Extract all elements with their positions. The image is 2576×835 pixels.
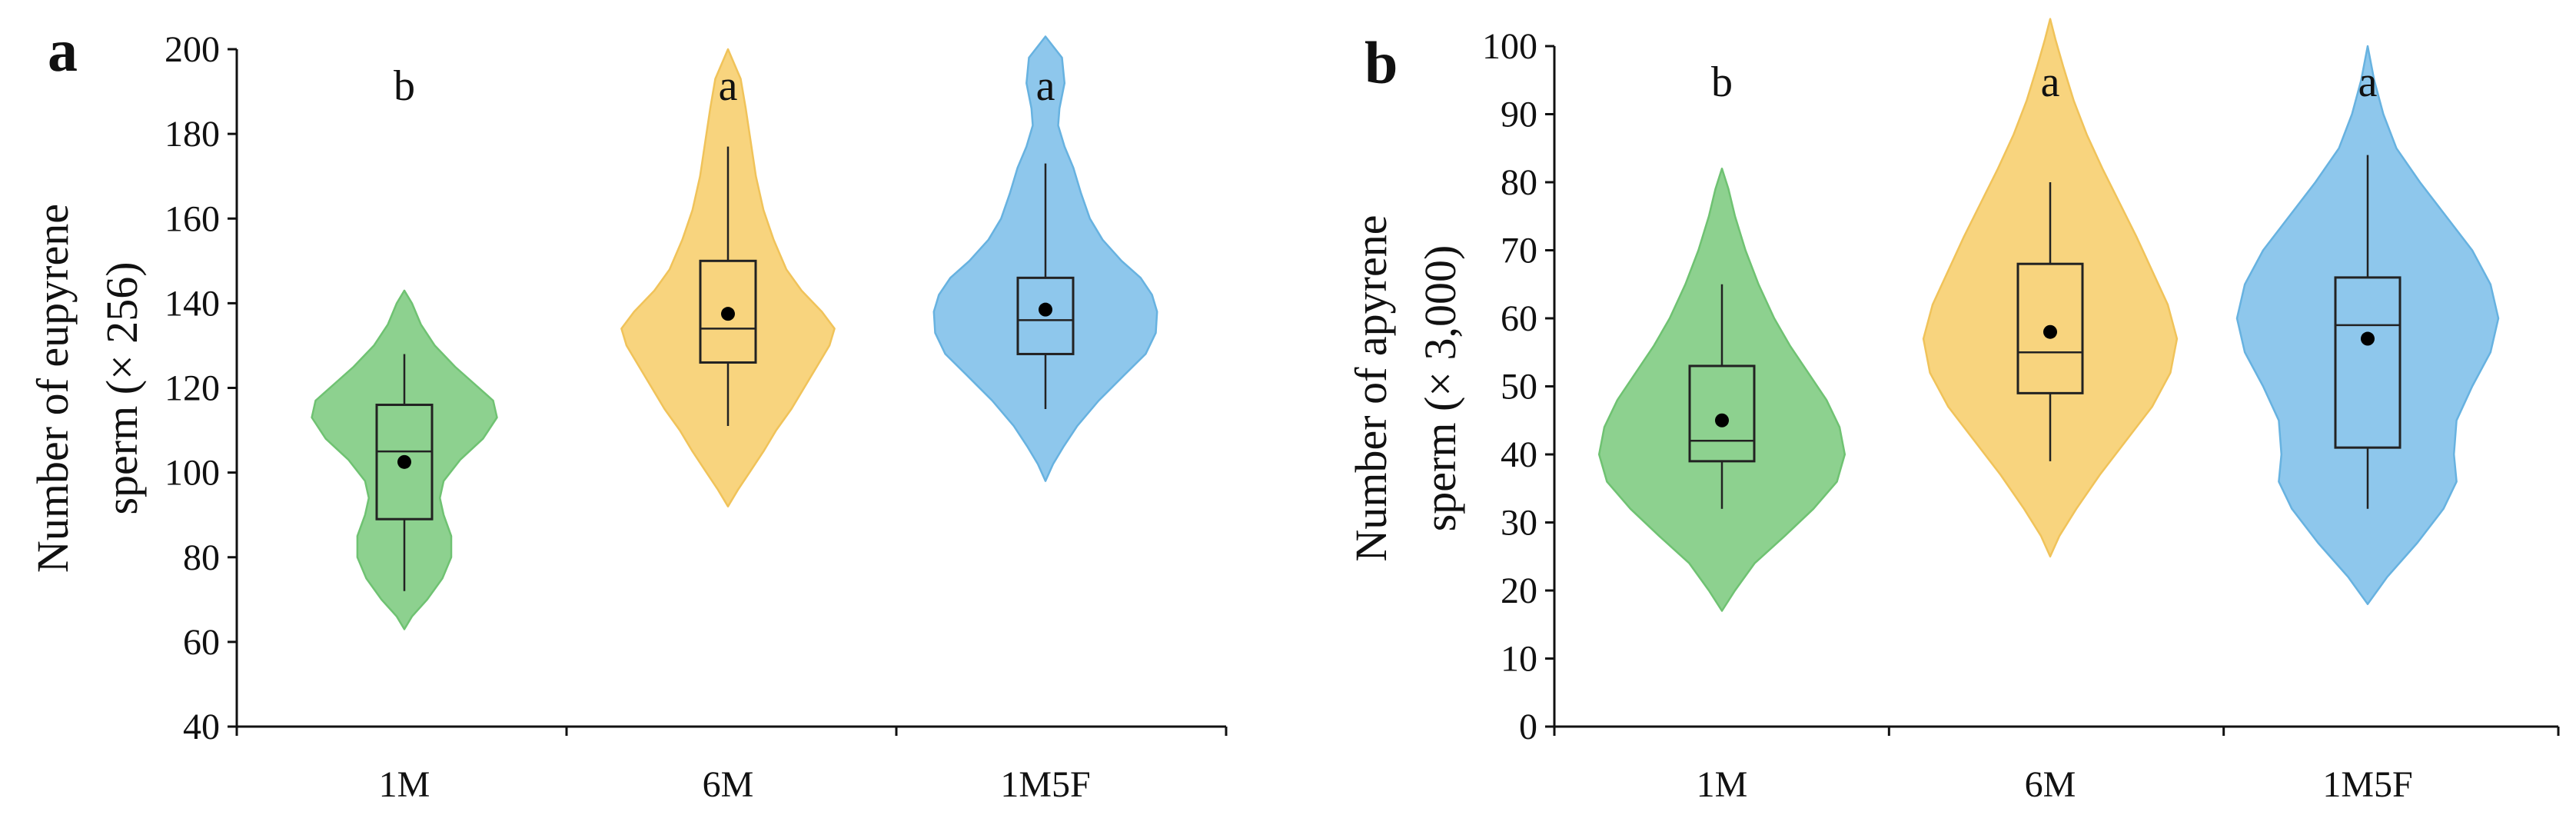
y-tick-label: 60: [183, 622, 220, 663]
mean-point-1M: [397, 454, 411, 469]
y-tick-label: 120: [165, 368, 220, 409]
x-tick-label: 1M: [1697, 764, 1748, 805]
mean-point-1M5F: [2361, 331, 2375, 346]
violin-6M: [1922, 18, 2179, 558]
y-tick-label: 80: [183, 537, 220, 578]
y-tick-label: 80: [1501, 162, 1537, 203]
box-1M5F: [2334, 276, 2401, 449]
box-6M: [699, 259, 757, 364]
significance-letter-1M: b: [1711, 58, 1733, 106]
y-tick-label: 70: [1501, 231, 1537, 271]
x-tick-label: 1M5F: [1000, 764, 1090, 805]
y-tick-label: 30: [1501, 503, 1537, 544]
y-axis-title-line2: sperm (× 3,000): [1415, 245, 1465, 532]
significance-letter-1M5F: a: [1036, 62, 1055, 110]
y-tick-label: 90: [1501, 95, 1537, 135]
mean-point-6M: [2043, 324, 2057, 339]
chart-panel-b: b a a 0 10 20 30 40 50 60 70 80 90 100 1M 6M 1M5F Number …: [1346, 18, 2560, 805]
y-tick-label: 160: [165, 198, 220, 239]
y-tick-label: 40: [1501, 434, 1537, 475]
y-tick-label: 60: [1501, 298, 1537, 339]
violin-1M: [1597, 168, 1846, 612]
y-tick-label: 0: [1519, 707, 1537, 747]
y-axis-title-line1: Number of apyrene: [1346, 215, 1396, 562]
violin-6M: [620, 48, 836, 507]
y-tick-label: 180: [165, 114, 220, 155]
mean-point-1M5F: [1039, 302, 1052, 317]
box-6M: [2016, 262, 2084, 394]
significance-letter-6M: a: [2041, 58, 2060, 106]
x-tick-label: 1M: [379, 764, 430, 805]
y-tick-label: 10: [1501, 639, 1537, 680]
chart-panel-a: b a a 40 60 80 100 120 140 160 180 200 1M 6M 1M5F Numbe…: [28, 17, 1228, 805]
x-tick-label: 6M: [703, 764, 754, 805]
mean-point-1M: [1715, 413, 1729, 427]
x-tick-label: 6M: [2025, 764, 2076, 805]
panel-label: a: [48, 17, 78, 84]
y-axis-title-line1: Number of eupyrene: [28, 204, 78, 573]
y-axis-title-line2: sperm (× 256): [97, 261, 147, 514]
box-1M: [1688, 364, 1756, 463]
significance-letter-1M5F: a: [2358, 58, 2378, 106]
box-1M5F: [1016, 276, 1075, 355]
x-tick-label: 1M5F: [2322, 764, 2412, 805]
significance-letter-6M: a: [719, 62, 738, 110]
y-tick-label: 100: [165, 453, 220, 494]
y-tick-label: 200: [165, 29, 220, 70]
y-tick-label: 140: [165, 283, 220, 324]
y-tick-label: 40: [183, 707, 220, 747]
y-tick-label: 50: [1501, 367, 1537, 408]
mean-point-6M: [721, 307, 735, 321]
panel-label: b: [1364, 29, 1398, 96]
y-tick-label: 20: [1501, 571, 1537, 611]
significance-letter-1M: b: [394, 62, 415, 110]
y-tick-label: 100: [1482, 26, 1537, 67]
box-1M: [375, 404, 434, 521]
